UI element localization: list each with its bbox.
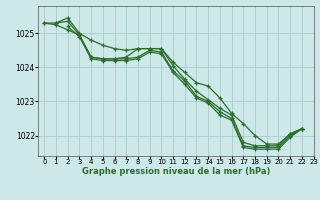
X-axis label: Graphe pression niveau de la mer (hPa): Graphe pression niveau de la mer (hPa) xyxy=(82,167,270,176)
